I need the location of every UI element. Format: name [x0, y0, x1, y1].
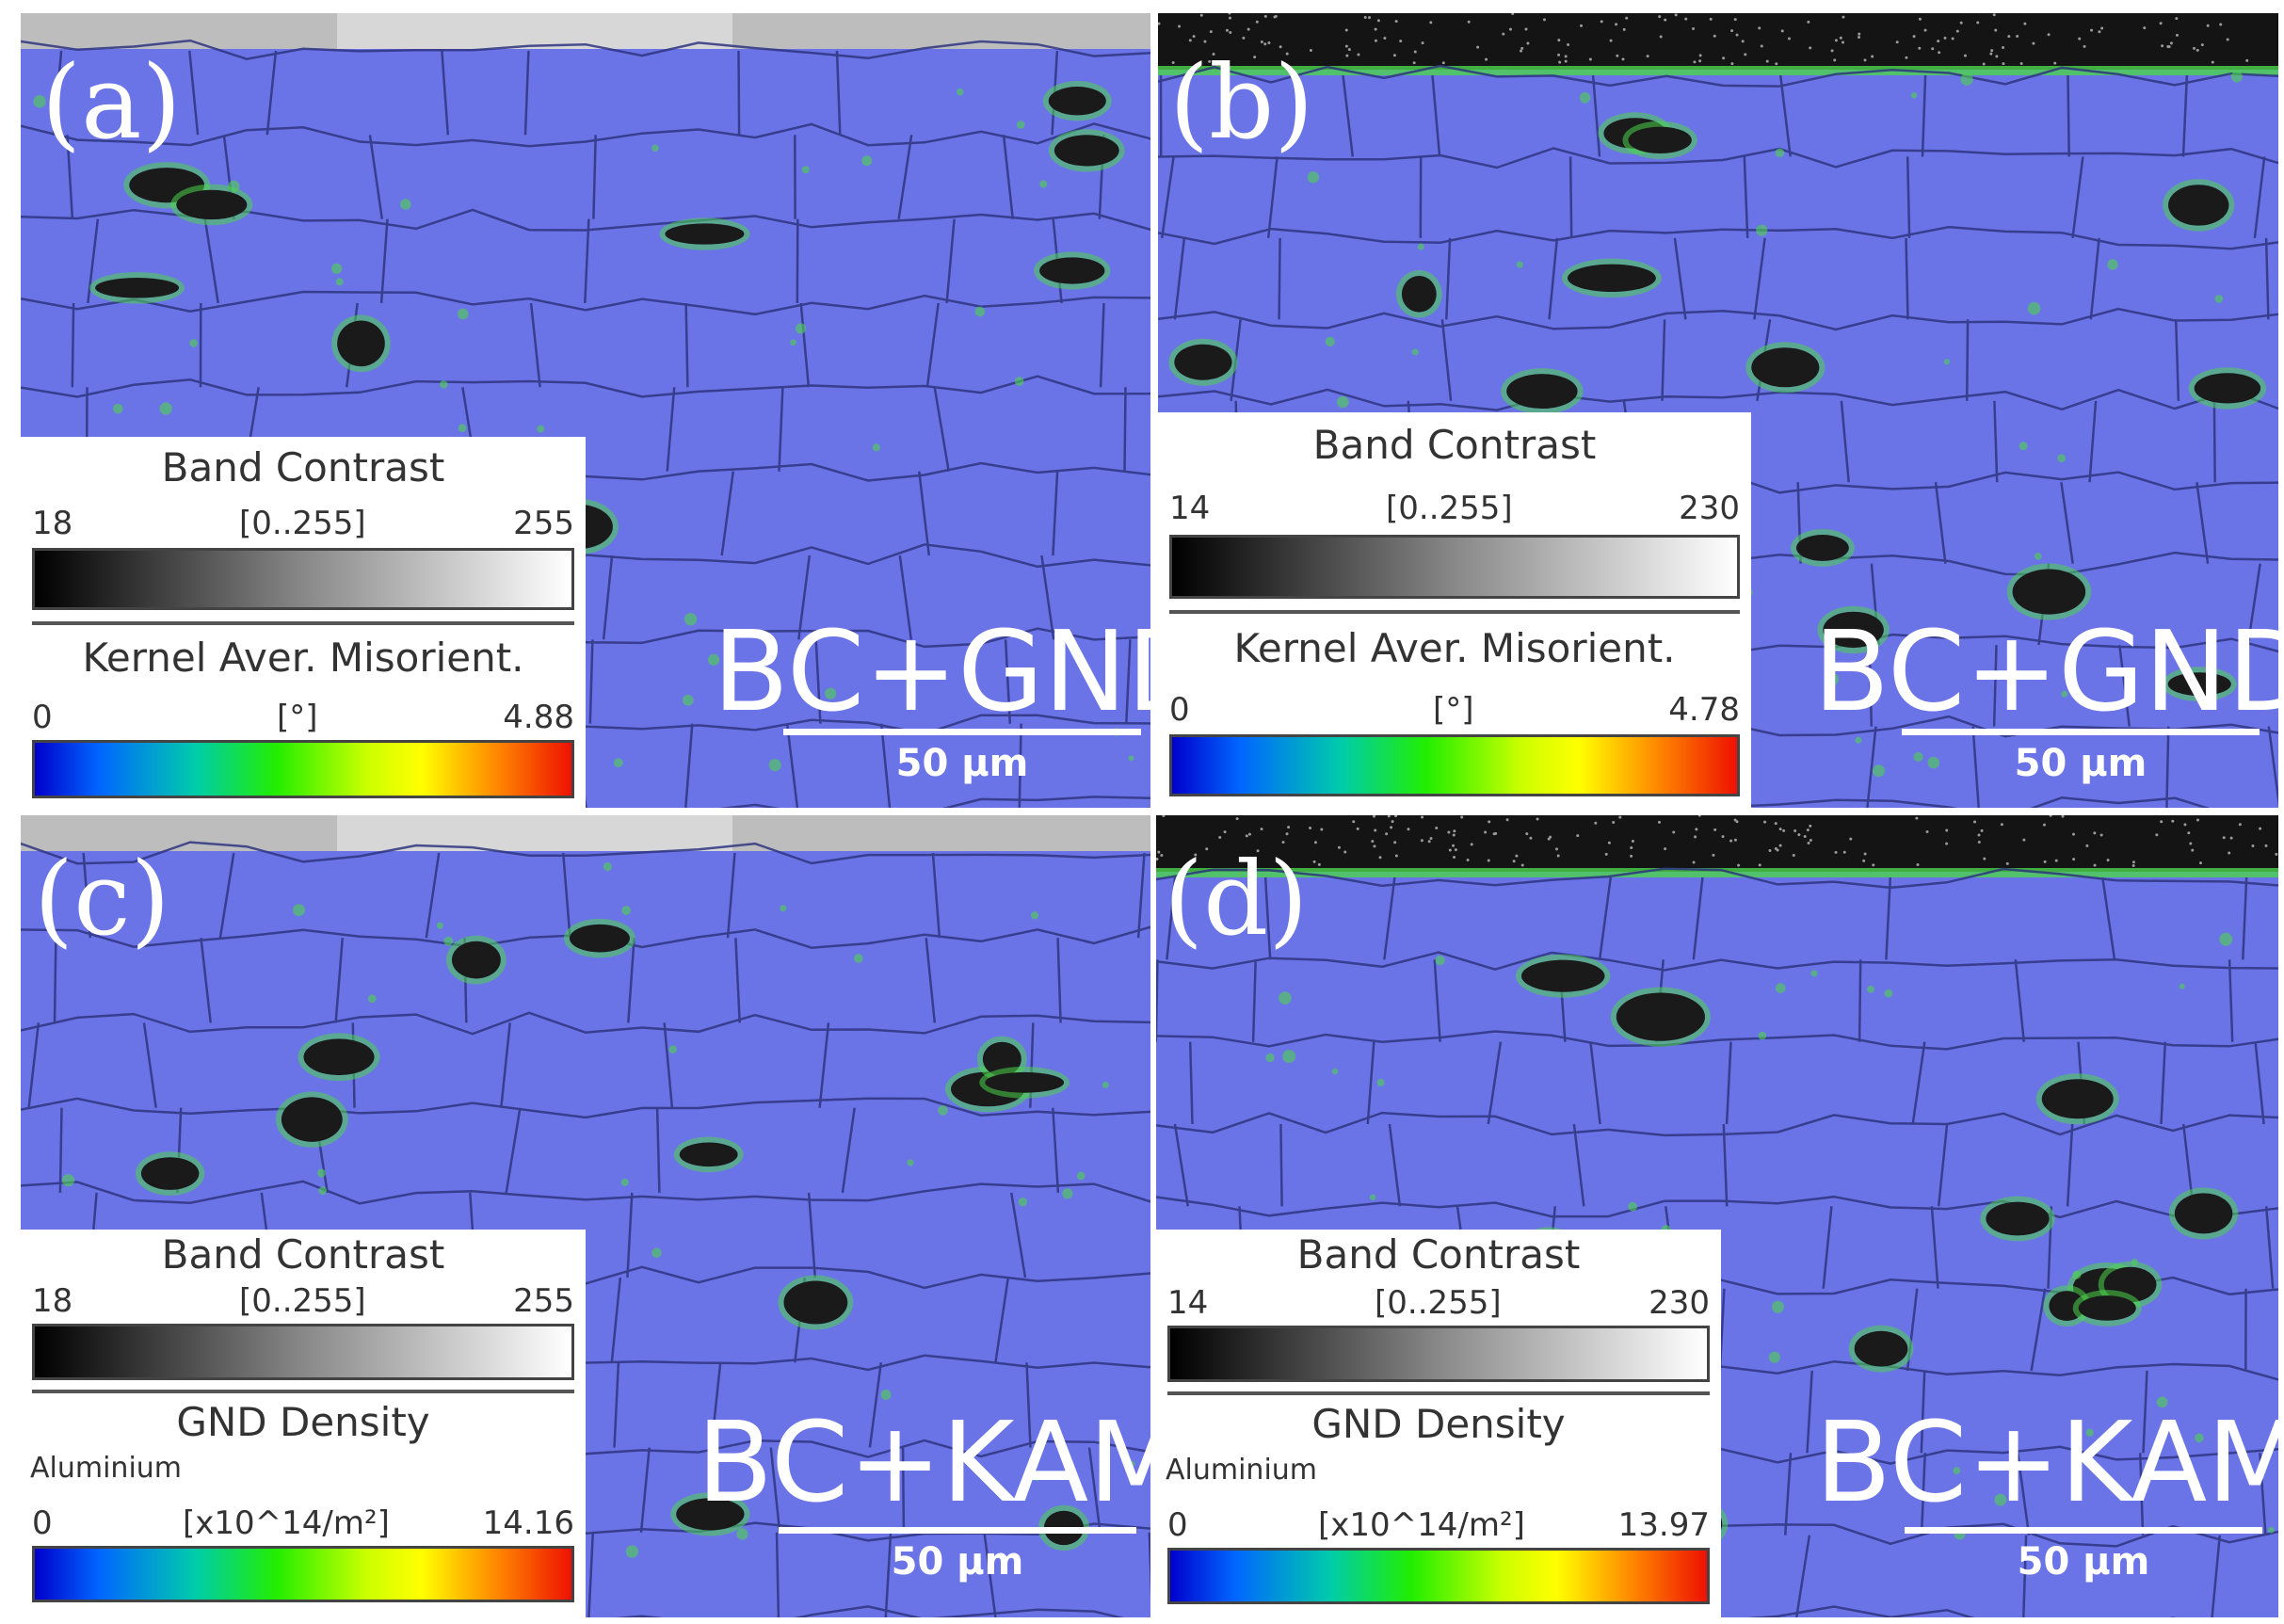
legend-divider — [1167, 1391, 1710, 1395]
method-label: BC+KAM — [1815, 1397, 2278, 1527]
gnd-unit: [x10^14/m²] — [183, 1504, 390, 1542]
gnd-title: GND Density — [176, 1399, 430, 1445]
kam-colorbar — [32, 740, 574, 798]
bc-colorbar — [32, 548, 574, 610]
bc-min: 18 — [32, 505, 73, 542]
panel-b: Band Contrast 14 [0..255] 230 Kernel Ave… — [1158, 13, 2278, 808]
panel-label: (d) — [1164, 841, 1309, 958]
scale-label: 50 μm — [2014, 742, 2147, 785]
bc-range: [0..255] — [1375, 1284, 1502, 1322]
bc-range: [0..255] — [1386, 490, 1513, 527]
kam-title: Kernel Aver. Misorient. — [82, 635, 524, 681]
method-label: BC+KAM — [697, 1397, 1150, 1527]
gnd-max: 13.97 — [1617, 1506, 1710, 1544]
gnd-colorbar — [32, 1546, 574, 1602]
kam-max: 4.88 — [503, 699, 574, 736]
bc-max: 230 — [1679, 490, 1740, 527]
method-label: BC+GND — [1813, 606, 2278, 736]
legend-divider — [32, 621, 574, 625]
bc-max: 230 — [1649, 1284, 1710, 1322]
gnd-title: GND Density — [1311, 1401, 1566, 1447]
bc-colorbar — [1167, 1326, 1710, 1382]
legend-c: Band Contrast 18 [0..255] 255 GND Densit… — [21, 1230, 586, 1617]
panel-label: (b) — [1169, 44, 1314, 162]
panel-label: (c) — [34, 841, 170, 958]
legend-divider — [1169, 610, 1740, 614]
kam-max: 4.78 — [1668, 691, 1740, 729]
gnd-unit: [x10^14/m²] — [1318, 1506, 1525, 1544]
panel-c: Band Contrast 18 [0..255] 255 GND Densit… — [21, 815, 1150, 1617]
bc-range: [0..255] — [239, 1282, 366, 1320]
scale-bar — [1905, 1527, 2262, 1534]
bc-colorbar — [32, 1324, 574, 1380]
kam-min: 0 — [1169, 691, 1190, 729]
gnd-phase: Aluminium — [30, 1452, 183, 1485]
bc-max: 255 — [513, 505, 574, 542]
bc-min: 18 — [32, 1282, 73, 1320]
scale-bar — [783, 729, 1141, 735]
kam-unit: [°] — [1433, 691, 1474, 729]
gnd-min: 0 — [1167, 1506, 1188, 1544]
legend-divider — [32, 1390, 574, 1393]
method-label: BC+GND — [713, 606, 1150, 736]
panel-a: Band Contrast 18 [0..255] 255 Kernel Ave… — [21, 13, 1150, 808]
scale-label: 50 μm — [2017, 1540, 2150, 1584]
panel-label: (a) — [41, 44, 182, 162]
bc-colorbar — [1169, 535, 1740, 599]
gnd-min: 0 — [32, 1504, 53, 1542]
scale-bar — [1902, 729, 2260, 735]
panel-d: Band Contrast 14 [0..255] 230 GND Densit… — [1156, 815, 2278, 1617]
bc-min: 14 — [1169, 490, 1211, 527]
bc-min: 14 — [1167, 1284, 1209, 1322]
gnd-phase: Aluminium — [1166, 1454, 1318, 1487]
kam-colorbar — [1169, 734, 1740, 796]
gnd-max: 14.16 — [482, 1504, 574, 1542]
legend-b: Band Contrast 14 [0..255] 230 Kernel Ave… — [1158, 412, 1751, 808]
bc-title: Band Contrast — [1312, 422, 1597, 468]
kam-min: 0 — [32, 699, 53, 736]
gnd-colorbar — [1167, 1548, 1710, 1604]
bc-range: [0..255] — [239, 505, 366, 542]
bc-max: 255 — [513, 1282, 574, 1320]
kam-unit: [°] — [277, 699, 318, 736]
bc-title: Band Contrast — [161, 1231, 445, 1278]
bc-title: Band Contrast — [161, 444, 445, 490]
scale-label: 50 μm — [895, 742, 1029, 785]
scale-bar — [779, 1527, 1136, 1534]
bc-title: Band Contrast — [1296, 1231, 1581, 1278]
legend-a: Band Contrast 18 [0..255] 255 Kernel Ave… — [21, 437, 586, 808]
kam-title: Kernel Aver. Misorient. — [1233, 625, 1676, 671]
legend-d: Band Contrast 14 [0..255] 230 GND Densit… — [1156, 1230, 1721, 1617]
scale-label: 50 μm — [891, 1540, 1024, 1584]
